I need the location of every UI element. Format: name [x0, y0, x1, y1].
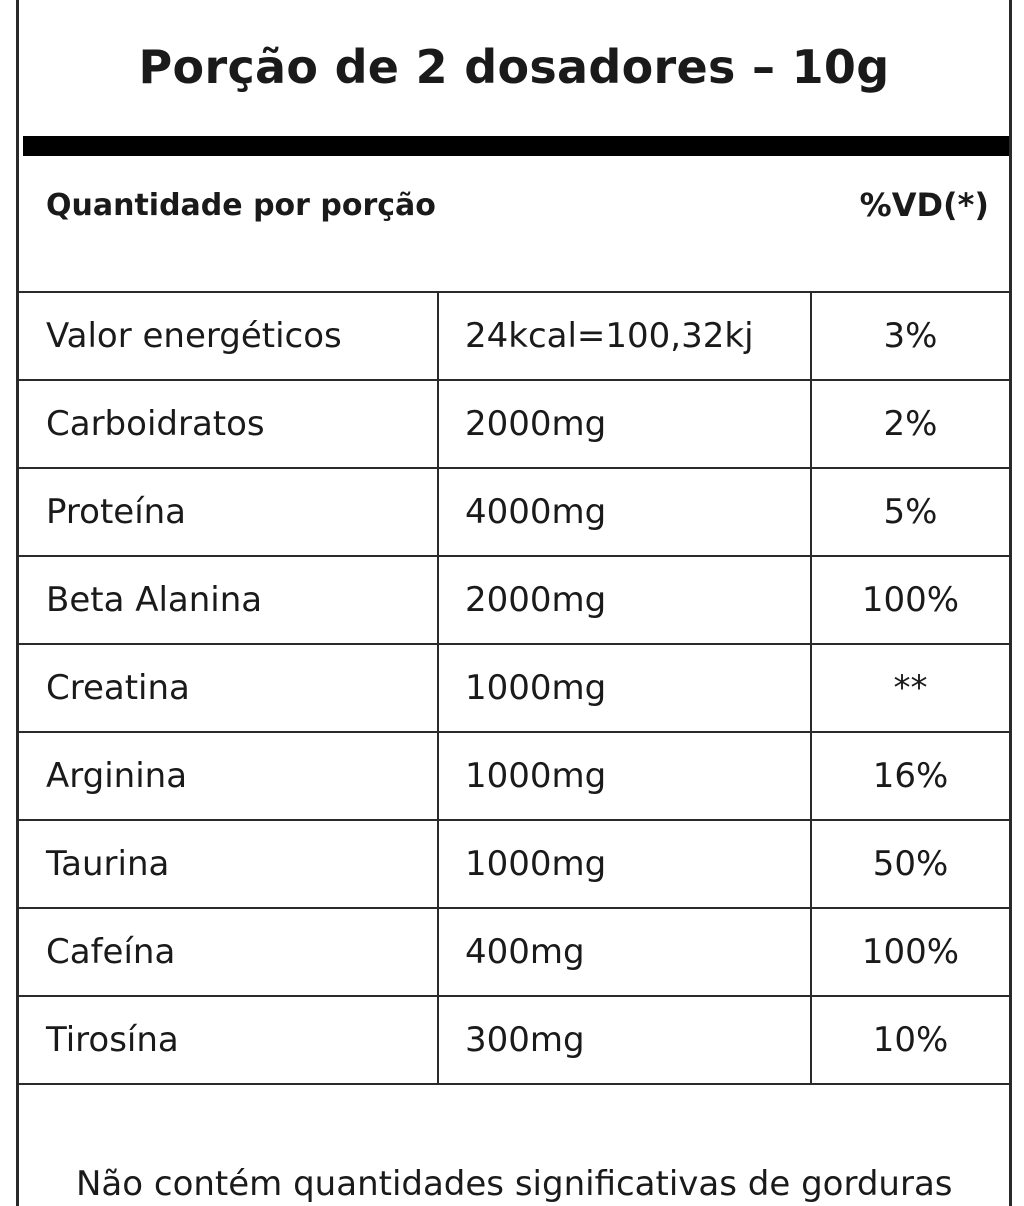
- nutrient-daily-value: 50%: [811, 819, 1009, 909]
- table-row: Creatina 1000mg **: [19, 643, 1009, 733]
- table-row: Taurina 1000mg 50%: [19, 819, 1009, 909]
- nutrient-amount: 1000mg: [438, 731, 812, 821]
- nutrient-amount: 400mg: [438, 907, 812, 997]
- nutrition-table: Valor energéticos 24kcal=100,32kj 3% Carboi…: [19, 291, 1009, 1085]
- nutrient-daily-value: 5%: [811, 467, 1009, 557]
- table-row: Proteína 4000mg 5%: [19, 467, 1009, 557]
- nutrient-daily-value: 100%: [811, 555, 1009, 645]
- nutrient-amount: 2000mg: [438, 379, 812, 469]
- amount-per-serving-label: Quantidade por porção: [46, 188, 436, 223]
- nutrient-amount: 1000mg: [438, 643, 812, 733]
- table-row: Tirosína 300mg 10%: [19, 995, 1009, 1085]
- nutrient-daily-value: 2%: [811, 379, 1009, 469]
- nutrient-amount: 4000mg: [438, 467, 812, 557]
- table-subheader: Quantidade por porção %VD(*): [19, 186, 1009, 236]
- serving-title: Porção de 2 dosadores – 10g: [138, 40, 890, 94]
- table-row: Beta Alanina 2000mg 100%: [19, 555, 1009, 645]
- nutrient-name: Taurina: [19, 819, 439, 909]
- nutrition-label: Porção de 2 dosadores – 10g Quantidade p…: [16, 0, 1012, 1206]
- nutrient-daily-value: 16%: [811, 731, 1009, 821]
- nutrient-amount: 24kcal=100,32kj: [438, 291, 812, 381]
- nutrient-name: Carboidratos: [19, 379, 439, 469]
- divider-bar: [23, 136, 1009, 156]
- nutrient-amount: 2000mg: [438, 555, 812, 645]
- nutrient-amount: 300mg: [438, 995, 812, 1085]
- table-row: Carboidratos 2000mg 2%: [19, 379, 1009, 469]
- nutrient-amount: 1000mg: [438, 819, 812, 909]
- table-row: Cafeína 400mg 100%: [19, 907, 1009, 997]
- nutrient-name: Proteína: [19, 467, 439, 557]
- nutrient-name: Arginina: [19, 731, 439, 821]
- daily-value-label: %VD(*): [859, 186, 989, 224]
- table-row: Arginina 1000mg 16%: [19, 731, 1009, 821]
- table-row: Valor energéticos 24kcal=100,32kj 3%: [19, 291, 1009, 381]
- nutrient-name: Beta Alanina: [19, 555, 439, 645]
- nutrient-daily-value: **: [811, 643, 1009, 733]
- nutrient-name: Valor energéticos: [19, 291, 439, 381]
- footnote: Não contém quantidades significativas de…: [76, 1164, 953, 1204]
- nutrient-name: Cafeína: [19, 907, 439, 997]
- nutrient-daily-value: 10%: [811, 995, 1009, 1085]
- nutrient-name: Creatina: [19, 643, 439, 733]
- nutrient-daily-value: 3%: [811, 291, 1009, 381]
- nutrient-name: Tirosína: [19, 995, 439, 1085]
- nutrient-daily-value: 100%: [811, 907, 1009, 997]
